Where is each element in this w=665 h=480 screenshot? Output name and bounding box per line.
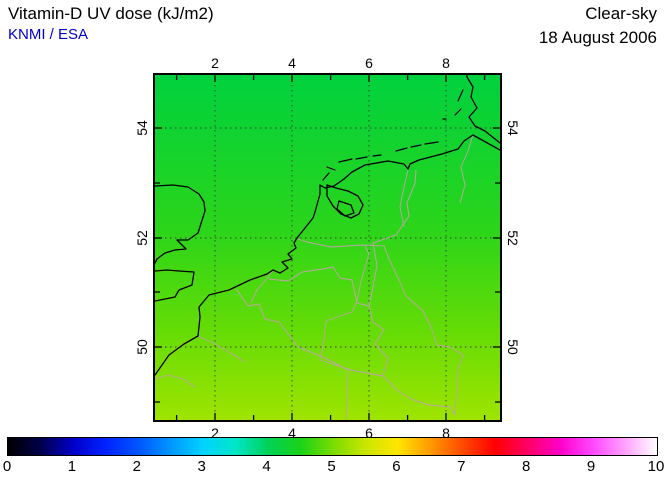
colorbar-tick-label: 5 <box>327 458 336 475</box>
colorbar-tick-label: 10 <box>647 458 665 475</box>
lon-tick-label-top: 2 <box>211 55 219 71</box>
lat-tick-label-left: 52 <box>134 230 150 246</box>
map-frame: 2 4 6 8 2 4 6 8 54 52 50 54 52 50 <box>134 55 521 441</box>
map-overlay <box>155 75 500 420</box>
lat-tick-label-left: 50 <box>134 339 150 355</box>
colorbar-tick-label: 1 <box>67 458 77 475</box>
rivers <box>155 134 474 420</box>
sky-condition: Clear-sky <box>585 4 657 23</box>
map-grid <box>155 75 500 420</box>
lon-tick-label-top: 4 <box>288 55 296 71</box>
lat-tick-label-left: 54 <box>134 120 150 136</box>
lat-tick-label-right: 52 <box>505 230 521 246</box>
lon-tick-label-bottom: 8 <box>442 425 450 441</box>
lat-tick-label-right: 50 <box>505 339 521 355</box>
colorbar-tick-label: 9 <box>586 458 596 475</box>
lon-tick-label-top: 8 <box>442 55 450 71</box>
lon-tick-label-bottom: 6 <box>365 425 373 441</box>
colorbar-tick-label: 6 <box>392 458 401 475</box>
colorbar-tick-label: 2 <box>132 458 141 475</box>
coastlines <box>155 75 500 376</box>
colorbar-tick-label: 7 <box>457 458 466 475</box>
plot-source: KNMI / ESA <box>8 26 89 43</box>
country-borders <box>235 169 456 416</box>
colorbar-tick-label: 0 <box>2 458 12 475</box>
colorbar-labels: 0 1 2 3 4 5 6 7 8 9 10 <box>3 458 665 476</box>
lon-tick-label-bottom: 2 <box>211 425 219 441</box>
colorbar-tick-label: 8 <box>522 458 531 475</box>
colorbar-tick-label: 4 <box>262 458 271 475</box>
wadden-islands <box>322 89 464 181</box>
lat-tick-label-right: 54 <box>505 120 521 136</box>
lon-tick-label-top: 6 <box>365 55 373 71</box>
colorbar-gradient <box>7 437 658 456</box>
frame-ticks <box>155 75 500 420</box>
plot-subtitle-block: Clear-sky 18 August 2006 <box>539 4 657 48</box>
plot-date: 18 August 2006 <box>538 28 657 47</box>
plot-title: Vitamin-D UV dose (kJ/m2) <box>8 4 214 23</box>
colorbar-tick-label: 3 <box>197 458 206 475</box>
lon-tick-label-bottom: 4 <box>288 425 296 441</box>
